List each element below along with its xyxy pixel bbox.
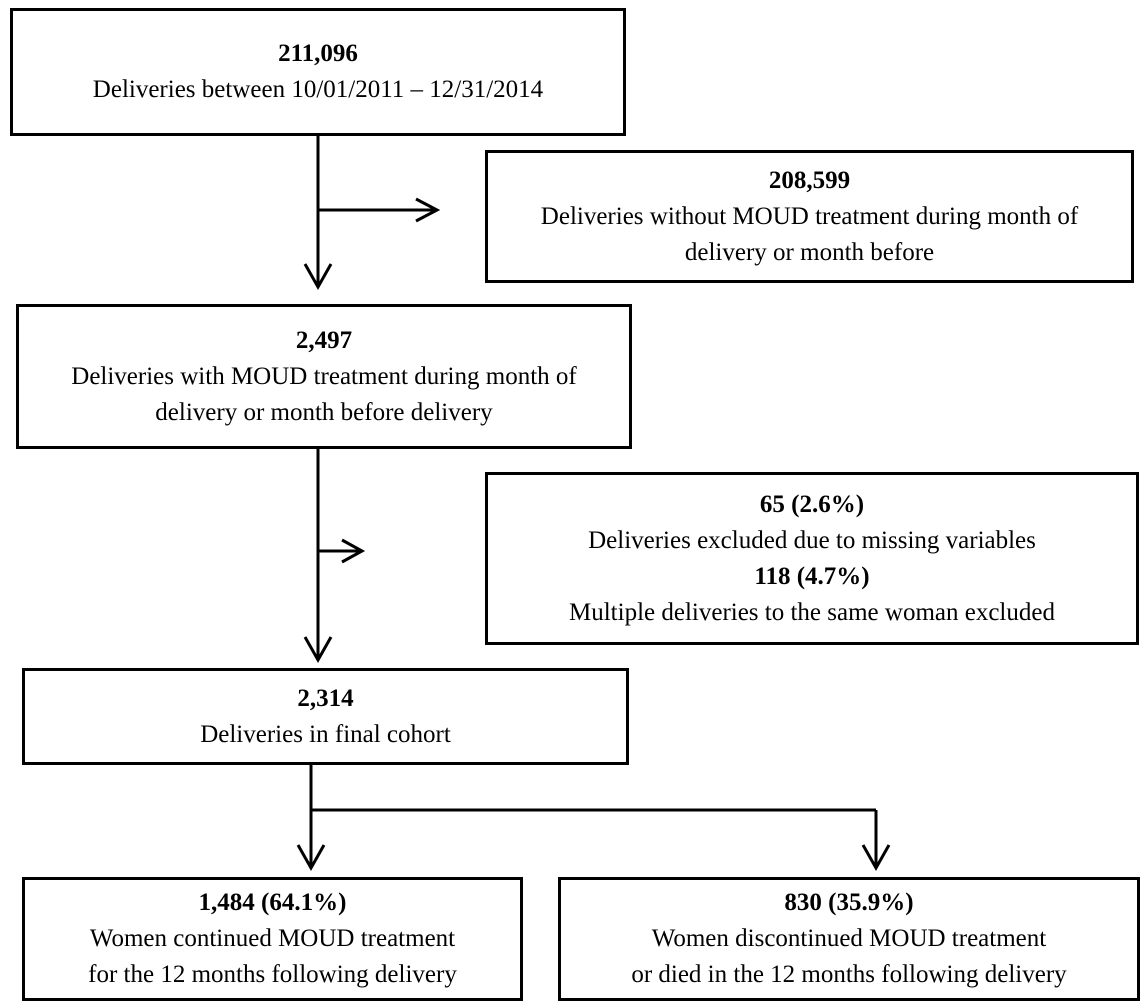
count-continued: 1,484 (64.1%): [198, 889, 347, 916]
count-with-moud: 2,497: [295, 326, 353, 354]
arrowhead-right: [415, 197, 441, 223]
label-deliveries-total: Deliveries between 10/01/2011 – 12/31/20…: [92, 76, 544, 103]
label-with-moud: Deliveries with MOUD treatment during mo…: [71, 362, 577, 426]
count-missing-variables: 65 (2.6%): [759, 490, 865, 518]
arrowhead-down: [861, 844, 891, 872]
arrowhead-right: [341, 538, 366, 564]
count-discontinued: 830 (35.9%): [784, 889, 914, 916]
arrowhead-down: [303, 263, 333, 291]
arrowhead-down: [296, 844, 326, 872]
count-multiple-deliveries: 118 (4.7%): [754, 562, 870, 590]
box-excluded-other: 65 (2.6%) Deliveries excluded due to mis…: [485, 472, 1139, 645]
arrowhead-down: [303, 636, 333, 664]
box-deliveries-total: 211,096 Deliveries between 10/01/2011 – …: [10, 8, 626, 136]
box-with-moud: 2,497 Deliveries with MOUD treatment dur…: [16, 304, 632, 449]
box-excluded-no-moud: 208,599 Deliveries without MOUD treatmen…: [485, 150, 1134, 283]
label-continued: Women continued MOUD treatment for the 1…: [88, 925, 457, 988]
count-final-cohort: 2,314: [297, 684, 354, 712]
label-multiple-deliveries: Multiple deliveries to the same woman ex…: [569, 598, 1055, 626]
label-discontinued: Women discontinued MOUD treatment or die…: [631, 925, 1067, 988]
box-continued: 1,484 (64.1%) Women continued MOUD treat…: [22, 877, 523, 1001]
box-final-cohort: 2,314 Deliveries in final cohort: [22, 668, 629, 765]
label-excluded-no-moud: Deliveries without MOUD treatment during…: [540, 202, 1079, 266]
label-final-cohort: Deliveries in final cohort: [200, 720, 451, 748]
count-deliveries-total: 211,096: [278, 40, 358, 67]
label-missing-variables: Deliveries excluded due to missing varia…: [588, 526, 1036, 554]
count-excluded-no-moud: 208,599: [768, 166, 851, 194]
box-discontinued: 830 (35.9%) Women discontinued MOUD trea…: [558, 877, 1140, 1001]
